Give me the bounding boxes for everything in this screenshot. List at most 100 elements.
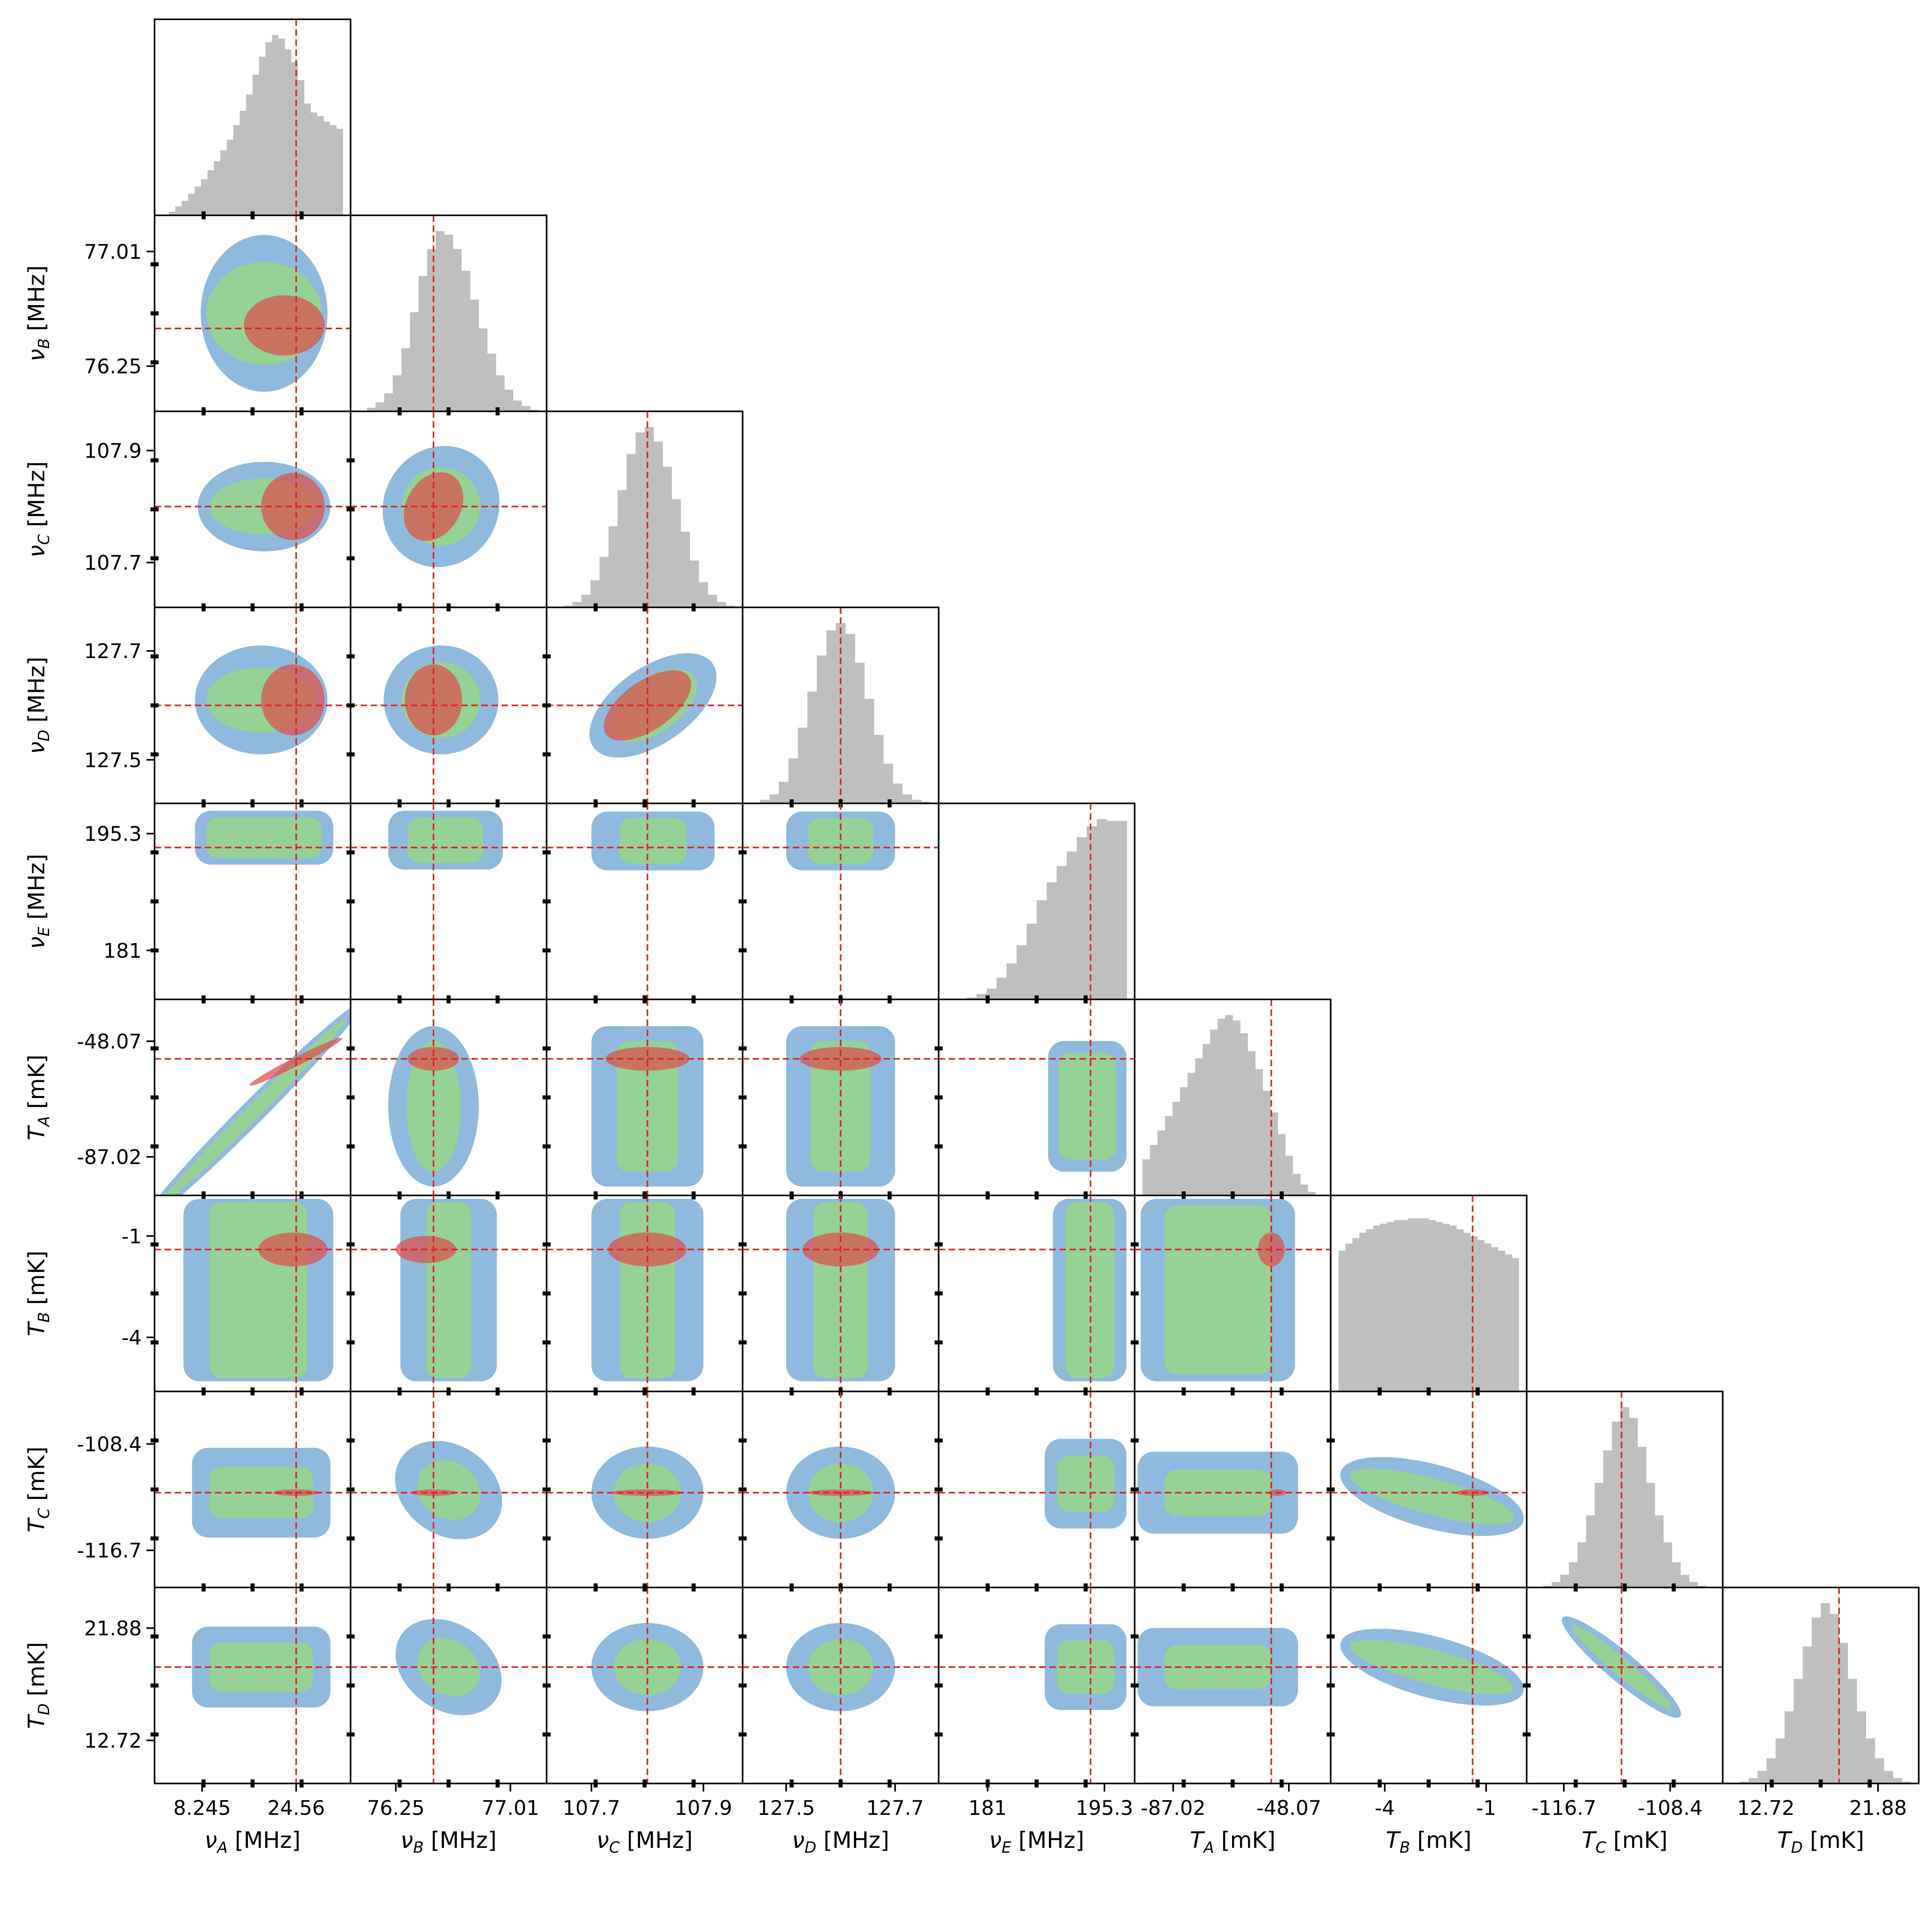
x-axis-label-nu_B: νB [MHz]	[400, 1827, 497, 1856]
y-tick-label: -4	[122, 1326, 142, 1350]
hist-bar-nu_B	[479, 328, 488, 411]
y-axis-label-nu_C: νC [MHz]	[24, 461, 53, 557]
hist-bar-T_D	[1893, 1778, 1902, 1783]
hist-bar-nu_B	[367, 408, 376, 411]
hist-bar-T_C	[1637, 1447, 1647, 1587]
hist-bar-T_B	[1345, 1243, 1353, 1391]
hist-bar-nu_E	[1106, 821, 1117, 999]
x-axis-label-nu_A: νA [MHz]	[204, 1827, 301, 1856]
panel-T_B-T_C	[1331, 1391, 1527, 1587]
symbol: T	[1190, 1827, 1205, 1854]
contour-68	[159, 1018, 347, 1195]
panel-nu_B-T_A	[351, 999, 547, 1195]
hist-bar-T_B	[1435, 1222, 1443, 1391]
hist-bar-T_B	[1456, 1229, 1464, 1391]
subscript: C	[35, 1508, 53, 1519]
hist-bar-nu_E	[1096, 819, 1107, 999]
hist-bar-T_C	[1620, 1407, 1629, 1587]
hist-bar-nu_C	[663, 466, 672, 607]
hist-bar-nu_B	[461, 270, 471, 411]
hist-bar-nu_D	[807, 691, 817, 803]
y-tick-label: 181	[103, 939, 142, 962]
contour-68	[1059, 1053, 1116, 1160]
x-tick-label: 107.7	[563, 1796, 620, 1820]
subscript: D	[35, 730, 53, 741]
panel-nu_B-nu_E	[351, 803, 547, 999]
contour-68	[408, 817, 483, 863]
hist-bar-T_D	[1748, 1778, 1758, 1783]
y-tick-label: -116.7	[77, 1539, 142, 1563]
hist-bar-nu_E	[1036, 900, 1047, 999]
x-tick-label: 181	[968, 1796, 1007, 1820]
hist-bar-nu_A	[317, 116, 324, 215]
hist-bar-nu_E	[1067, 851, 1077, 999]
hist-bar-nu_D	[779, 782, 789, 803]
hist-bar-T_D	[1767, 1758, 1776, 1783]
hist-bar-nu_E	[996, 978, 1007, 999]
panel-nu_A-T_B	[155, 1195, 351, 1391]
hist-bar-T_A	[1157, 1130, 1166, 1195]
panel-nu_D-T_A	[743, 999, 939, 1195]
hist-bar-T_D	[1874, 1758, 1884, 1783]
hist-bar-T_C	[1594, 1483, 1604, 1587]
hist-bar-nu_A	[175, 206, 182, 215]
y-tick-label: -48.07	[77, 1030, 142, 1053]
hist-bar-nu_D	[893, 783, 903, 803]
hist-bar-nu_E	[1117, 821, 1127, 999]
panel-nu_E-T_A	[939, 999, 1135, 1195]
hist-bar-nu_E	[1077, 837, 1087, 999]
subscript: B	[413, 1839, 423, 1856]
x-axis-label-nu_D: νD [MHz]	[792, 1827, 890, 1856]
hist-bar-nu_B	[444, 234, 453, 411]
y-tick-label: -108.4	[77, 1433, 142, 1456]
hist-bar-T_B	[1408, 1218, 1415, 1391]
hist-bar-nu_A	[233, 125, 240, 215]
hist-bar-T_D	[1812, 1617, 1821, 1783]
x-axis-label-T_C: TC [mK]	[1582, 1827, 1668, 1856]
panel-nu_E-T_B	[939, 1195, 1135, 1391]
unit: [MHz]	[1011, 1827, 1084, 1854]
symbol: ν	[792, 1827, 805, 1854]
hist-bar-T_C	[1697, 1585, 1707, 1587]
y-tick-label: 107.9	[84, 439, 142, 462]
hist-bar-T_A	[1218, 1018, 1226, 1195]
hist-bar-T_B	[1470, 1236, 1478, 1391]
panel-nu_A-nu_A	[169, 19, 343, 215]
hist-bar-T_C	[1560, 1575, 1569, 1587]
hist-bar-nu_C	[653, 441, 663, 607]
hist-bar-nu_A	[259, 56, 266, 215]
unit: [mK]	[1410, 1827, 1472, 1854]
symbol: ν	[24, 937, 50, 949]
y-axis-label-T_B: TB [mK]	[24, 1251, 53, 1336]
hist-bar-nu_A	[310, 112, 318, 215]
fisher-ellipse	[261, 665, 325, 735]
hist-bar-nu_C	[689, 560, 699, 607]
hist-bar-T_C	[1629, 1418, 1638, 1587]
fisher-ellipse	[244, 295, 325, 356]
panel-nu_B-nu_D	[351, 607, 547, 803]
hist-bar-T_B	[1505, 1254, 1512, 1391]
panel-nu_C-T_D	[547, 1587, 743, 1783]
subscript: C	[35, 534, 53, 545]
hist-bar-T_B	[1366, 1229, 1374, 1391]
hist-bar-nu_D	[864, 699, 874, 803]
hist-bar-nu_E	[1046, 882, 1057, 999]
hist-bar-nu_B	[384, 393, 393, 411]
panel-nu_A-nu_E	[155, 803, 351, 999]
hist-bar-T_B	[1422, 1218, 1429, 1391]
symbol: T	[1386, 1827, 1401, 1854]
x-axis-label-T_D: TD [mK]	[1777, 1827, 1864, 1856]
hist-bar-nu_A	[239, 111, 247, 215]
panel-nu_B-nu_C	[351, 411, 547, 607]
symbol: ν	[204, 1827, 217, 1854]
hist-bar-T_A	[1180, 1087, 1188, 1195]
hist-bar-nu_C	[681, 531, 690, 607]
hist-bar-T_A	[1255, 1069, 1263, 1195]
hist-bar-nu_A	[188, 194, 195, 215]
hist-bar-T_B	[1373, 1225, 1381, 1391]
symbol: T	[24, 1714, 50, 1729]
unit: [mK]	[24, 1251, 50, 1312]
subscript: B	[1399, 1839, 1410, 1856]
hist-bar-T_D	[1884, 1771, 1893, 1783]
panel-nu_D-nu_D	[760, 607, 931, 803]
